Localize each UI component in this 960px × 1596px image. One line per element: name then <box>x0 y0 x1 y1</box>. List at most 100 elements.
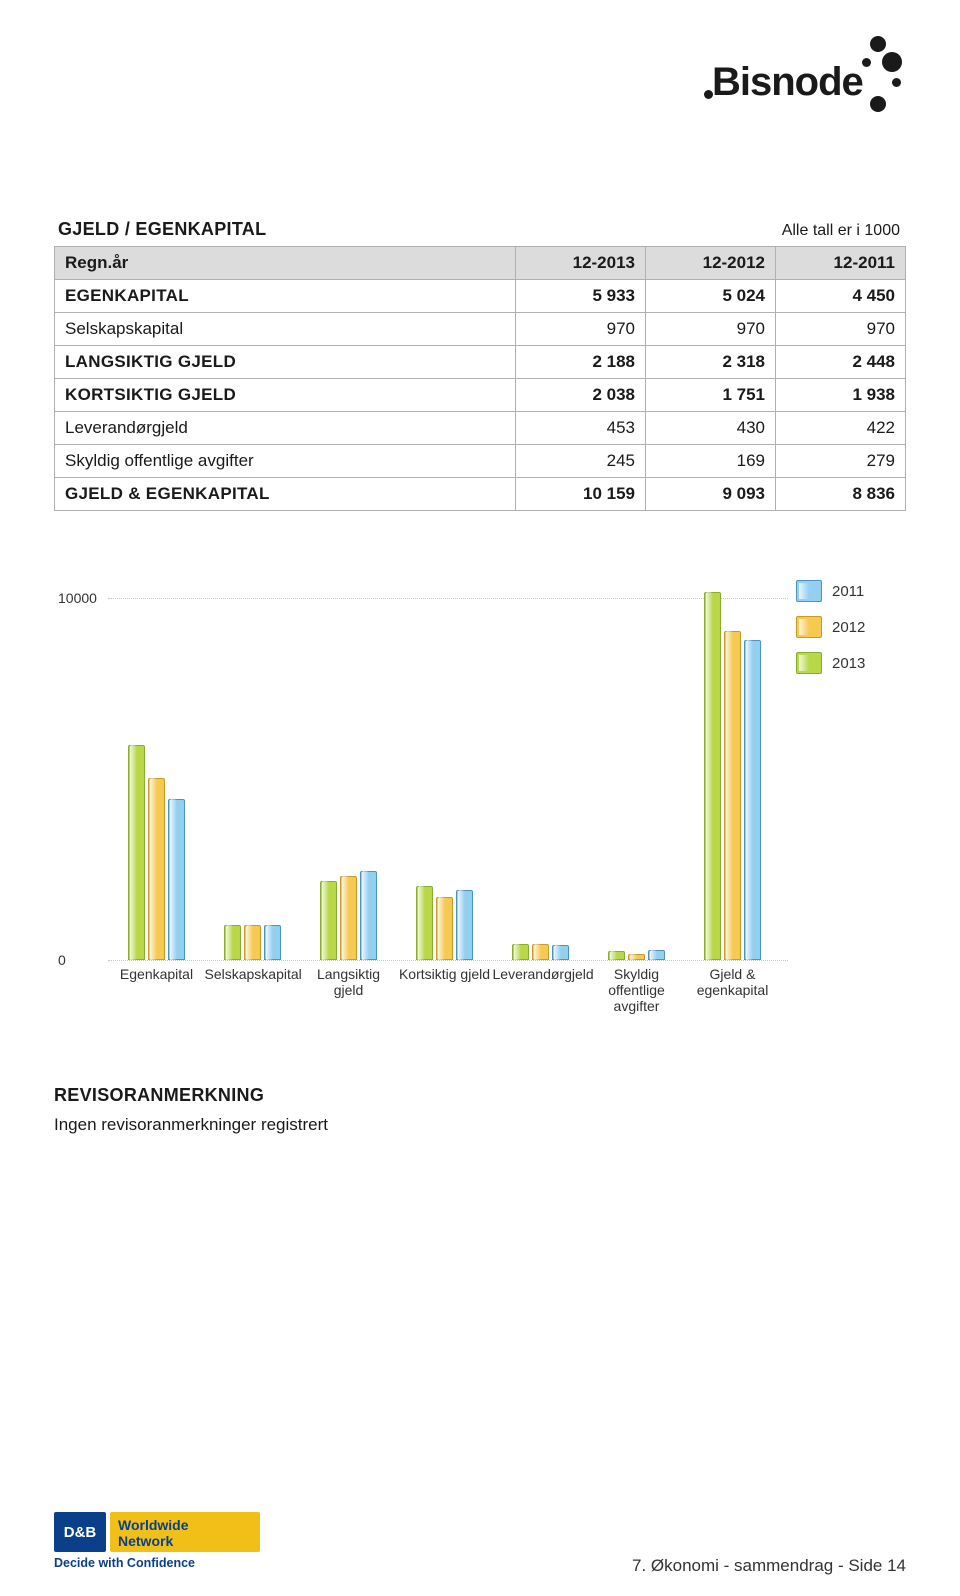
legend-label: 2013 <box>832 655 865 672</box>
bar-group <box>606 580 667 960</box>
bar <box>128 580 145 960</box>
financial-table: Regn.år 12-2013 12-2012 12-2011 EGENKAPI… <box>54 246 906 511</box>
row-label: GJELD & EGENKAPITAL <box>55 478 516 511</box>
logo-dot-icon <box>704 90 713 99</box>
x-tick-label: Skyldig offentligeavgifter <box>589 966 685 1014</box>
logo-dot-icon <box>870 36 886 52</box>
bar-gloss <box>226 925 233 960</box>
bar-gloss <box>322 881 329 960</box>
bar <box>744 580 761 960</box>
bar-gloss <box>438 897 445 960</box>
legend-item: 2013 <box>796 652 906 674</box>
bar <box>628 580 645 960</box>
row-label: Selskapskapital <box>55 313 516 346</box>
bar <box>340 580 357 960</box>
bar-gloss <box>150 778 157 960</box>
page: Bisnode GJELD / EGENKAPITAL Alle tall er… <box>0 0 960 1596</box>
x-tick-label: Leverandørgjeld <box>493 966 589 982</box>
table-row: KORTSIKTIG GJELD2 0381 7511 938 <box>55 379 906 412</box>
table-row: Skyldig offentlige avgifter245169279 <box>55 445 906 478</box>
y-tick-label: 10000 <box>58 590 97 606</box>
row-value: 279 <box>776 445 906 478</box>
row-value: 5 933 <box>516 280 646 313</box>
chart-gjeld-egenkapital: EgenkapitalSelskapskapitalLangsiktig gje… <box>54 580 906 1000</box>
col-2011: 12-2011 <box>776 247 906 280</box>
bar <box>724 580 741 960</box>
revisor-text: Ingen revisoranmerkninger registrert <box>54 1115 328 1135</box>
bar-gloss <box>534 944 541 960</box>
legend-label: 2011 <box>832 583 864 600</box>
col-2013: 12-2013 <box>516 247 646 280</box>
bar <box>264 580 281 960</box>
y-tick-label: 0 <box>58 952 66 968</box>
table-row: LANGSIKTIG GJELD2 1882 3182 448 <box>55 346 906 379</box>
row-label: Leverandørgjeld <box>55 412 516 445</box>
row-value: 970 <box>516 313 646 346</box>
bar-gloss <box>342 876 349 960</box>
bar-gloss <box>246 925 253 960</box>
row-value: 169 <box>646 445 776 478</box>
logo-text: Bisnode <box>712 60 863 105</box>
bar <box>704 580 721 960</box>
row-value: 422 <box>776 412 906 445</box>
bar-gloss <box>554 945 561 960</box>
bar-gloss <box>630 954 637 960</box>
row-label: LANGSIKTIG GJELD <box>55 346 516 379</box>
bar-group <box>414 580 475 960</box>
bar <box>608 580 625 960</box>
row-value: 10 159 <box>516 478 646 511</box>
bar <box>648 580 665 960</box>
logo-dot-icon <box>870 96 886 112</box>
row-value: 2 318 <box>646 346 776 379</box>
row-value: 430 <box>646 412 776 445</box>
row-value: 9 093 <box>646 478 776 511</box>
x-tick-label: Gjeld &egenkapital <box>685 966 781 998</box>
chart-plot-area <box>108 580 788 960</box>
legend-item: 2011 <box>796 580 906 602</box>
bar <box>148 580 165 960</box>
row-value: 8 836 <box>776 478 906 511</box>
bar <box>224 580 241 960</box>
bar-gloss <box>266 925 273 960</box>
table-title-row: GJELD / EGENKAPITAL Alle tall er i 1000 <box>54 215 906 246</box>
legend-swatch <box>796 652 822 674</box>
bar <box>168 580 185 960</box>
x-tick-label: Selskapskapital <box>205 966 301 982</box>
bar-gloss <box>514 944 521 960</box>
page-footer: 7. Økonomi - sammendrag - Side 14 <box>632 1556 906 1576</box>
bar-group <box>510 580 571 960</box>
logo-dot-icon <box>862 58 871 67</box>
bar-group <box>318 580 379 960</box>
row-value: 2 188 <box>516 346 646 379</box>
bar <box>512 580 529 960</box>
table-row: GJELD & EGENKAPITAL10 1599 0938 836 <box>55 478 906 511</box>
row-value: 245 <box>516 445 646 478</box>
chart-x-labels: EgenkapitalSelskapskapitalLangsiktig gje… <box>108 966 788 1006</box>
row-value: 2 448 <box>776 346 906 379</box>
row-value: 1 751 <box>646 379 776 412</box>
bar-gloss <box>706 592 713 960</box>
bar <box>244 580 261 960</box>
chart-legend: 201120122013 <box>796 580 906 688</box>
x-tick-label: Kortsiktig gjeld <box>397 966 493 982</box>
bar-group <box>222 580 283 960</box>
table-row: EGENKAPITAL5 9335 0244 450 <box>55 280 906 313</box>
x-tick-label: Langsiktig gjeld <box>301 966 397 998</box>
x-tick-label: Egenkapital <box>109 966 205 982</box>
bar-gloss <box>726 631 733 960</box>
bar-gloss <box>170 799 177 960</box>
col-2012: 12-2012 <box>646 247 776 280</box>
row-label: Skyldig offentlige avgifter <box>55 445 516 478</box>
table-gjeld-egenkapital: GJELD / EGENKAPITAL Alle tall er i 1000 … <box>54 215 906 511</box>
logo-dot-icon <box>892 78 901 87</box>
bar-gloss <box>130 745 137 960</box>
revisor-title: REVISORANMERKNING <box>54 1085 264 1106</box>
table-title: GJELD / EGENKAPITAL <box>58 219 266 240</box>
table-row: Leverandørgjeld453430422 <box>55 412 906 445</box>
dnb-logo-box: D&B <box>54 1512 106 1552</box>
legend-swatch <box>796 616 822 638</box>
bar <box>320 580 337 960</box>
bar <box>416 580 433 960</box>
row-value: 5 024 <box>646 280 776 313</box>
bar-gloss <box>362 871 369 960</box>
